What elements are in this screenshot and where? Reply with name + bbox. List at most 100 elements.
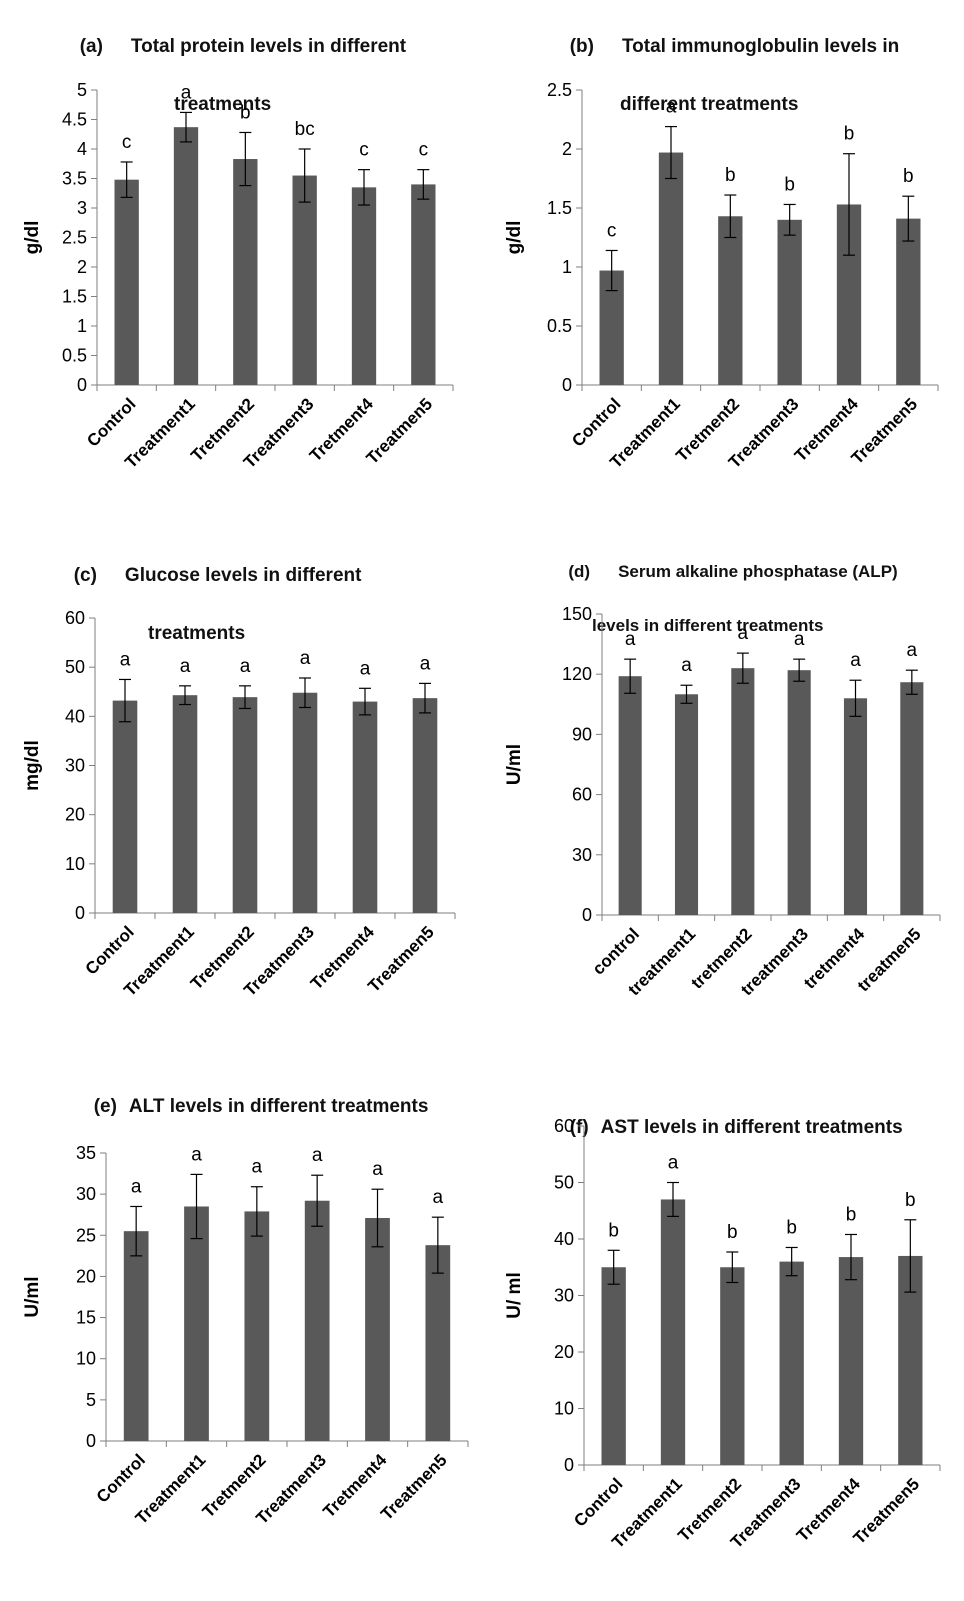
chart-panel-a: (a) Total protein levels in different tre… [0, 0, 480, 530]
y-tick-label: 10 [76, 1349, 96, 1369]
significance-label: b [903, 166, 914, 187]
bar-chart-c: 0102030405060aControlaTreatment1aTretmen… [22, 608, 456, 1000]
significance-label: a [907, 640, 918, 661]
y-tick-label: 20 [65, 805, 85, 825]
bar [900, 682, 924, 915]
bar [232, 697, 258, 913]
significance-label: c [359, 140, 369, 161]
significance-label: b [608, 1220, 619, 1241]
y-tick-label: 1 [77, 316, 87, 336]
significance-label: a [420, 653, 431, 674]
y-axis-label: U/ ml [504, 1272, 525, 1318]
bar [731, 668, 755, 915]
significance-label: c [122, 132, 132, 153]
y-tick-label: 90 [572, 724, 592, 744]
chart-title-line1: AST levels in different treatments [600, 1117, 903, 1138]
y-tick-label: 2 [562, 139, 572, 159]
bar [123, 1231, 149, 1441]
significance-label: a [180, 656, 191, 677]
chart-panel-f: (f) AST levels in different treatments 0 1… [482, 1070, 962, 1601]
chart-title: (c) Glucose levels in different treatment… [42, 532, 362, 706]
chart-tag: (a) [79, 36, 103, 57]
significance-label: a [850, 650, 861, 671]
significance-label: a [131, 1176, 142, 1197]
chart-title: (b) Total immunoglobulin levels in differ… [538, 3, 900, 177]
chart-title-line1: Serum alkaline phosphatase (ALP) [618, 562, 898, 581]
y-tick-label: 0 [562, 375, 572, 395]
y-tick-label: 30 [554, 1286, 574, 1306]
bar [779, 1261, 804, 1465]
y-tick-label: 60 [65, 608, 85, 628]
bar [233, 159, 258, 385]
chart-panel-d: (d) Serum alkaline phosphatase (ALP) leve… [482, 530, 962, 1070]
y-tick-label: 0 [86, 1431, 96, 1451]
y-tick-label: 30 [76, 1184, 96, 1204]
bar [114, 179, 139, 385]
bar [292, 692, 318, 913]
bar [896, 218, 921, 385]
bar [720, 1267, 745, 1465]
bar [601, 1267, 626, 1465]
x-tick-label: Control [93, 1450, 149, 1506]
significance-label: a [668, 1153, 679, 1174]
bar-chart-b: 00.511.522.5cControlaTreatment1bTretment… [504, 80, 939, 472]
chart-tag: (e) [93, 1096, 117, 1117]
significance-label: a [252, 1157, 263, 1178]
significance-label: b [784, 174, 795, 195]
bar-chart-a: 00.511.522.533.544.55cControlaTreatment1… [22, 80, 454, 472]
bar-chart-d: 0306090120150acontrolatreatment1atretmen… [504, 604, 941, 999]
bar [412, 698, 438, 913]
y-tick-label: 1 [562, 257, 572, 277]
significance-label: a [312, 1145, 323, 1166]
bar [244, 1211, 270, 1441]
y-axis-label: g/dl [22, 221, 43, 255]
bar [411, 184, 436, 385]
y-tick-label: 10 [554, 1399, 574, 1419]
bar [843, 698, 868, 915]
significance-label: b [846, 1204, 857, 1225]
bar [787, 670, 811, 915]
chart-panel-e: (e) ALT levels in different treatments 0 5… [0, 1070, 480, 1601]
bar [173, 127, 199, 386]
bar [777, 219, 802, 385]
y-tick-label: 40 [65, 706, 85, 726]
y-tick-label: 3.5 [62, 169, 87, 189]
chart-tag: (d) [568, 562, 591, 581]
significance-label: c [419, 140, 429, 161]
y-axis-label: U/ml [504, 744, 525, 785]
y-tick-label: 2.5 [547, 80, 572, 100]
chart-panel-c: (c) Glucose levels in different treatment… [0, 530, 480, 1070]
x-tick-label: Treatmen5 [377, 1450, 451, 1524]
bar [658, 152, 684, 385]
significance-label: a [240, 656, 251, 677]
y-tick-label: 30 [572, 845, 592, 865]
significance-label: b [844, 124, 855, 145]
significance-label: a [681, 655, 692, 676]
y-tick-label: 4 [77, 139, 87, 159]
bar [838, 1257, 864, 1465]
y-tick-label: 10 [65, 854, 85, 874]
significance-label: a [794, 629, 805, 650]
y-tick-label: 2.5 [62, 228, 87, 248]
bar [352, 701, 378, 913]
y-tick-label: 20 [554, 1342, 574, 1362]
y-tick-label: 1.5 [62, 287, 87, 307]
y-tick-label: 4.5 [62, 110, 87, 130]
x-tick-label: control [589, 924, 643, 978]
significance-label: b [240, 102, 251, 123]
significance-label: a [120, 649, 131, 670]
y-axis-label: mg/dl [22, 740, 43, 791]
x-tick-label: Control [570, 1474, 626, 1530]
y-axis-label: g/dl [504, 221, 525, 255]
y-tick-label: 15 [76, 1308, 96, 1328]
significance-label: a [738, 623, 749, 644]
bar-chart-f: 0102030405060bControlaTreatment1bTretmen… [504, 1116, 941, 1552]
bar-chart-e: 05101520253035aControlaTreatment1aTretme… [22, 1143, 469, 1528]
y-tick-label: 120 [562, 664, 592, 684]
y-tick-label: 2 [77, 257, 87, 277]
bar [184, 1206, 209, 1441]
chart-title-line2: different treatments [620, 94, 799, 115]
bar [292, 175, 317, 385]
chart-title: (e) ALT levels in different treatments [62, 1063, 429, 1150]
